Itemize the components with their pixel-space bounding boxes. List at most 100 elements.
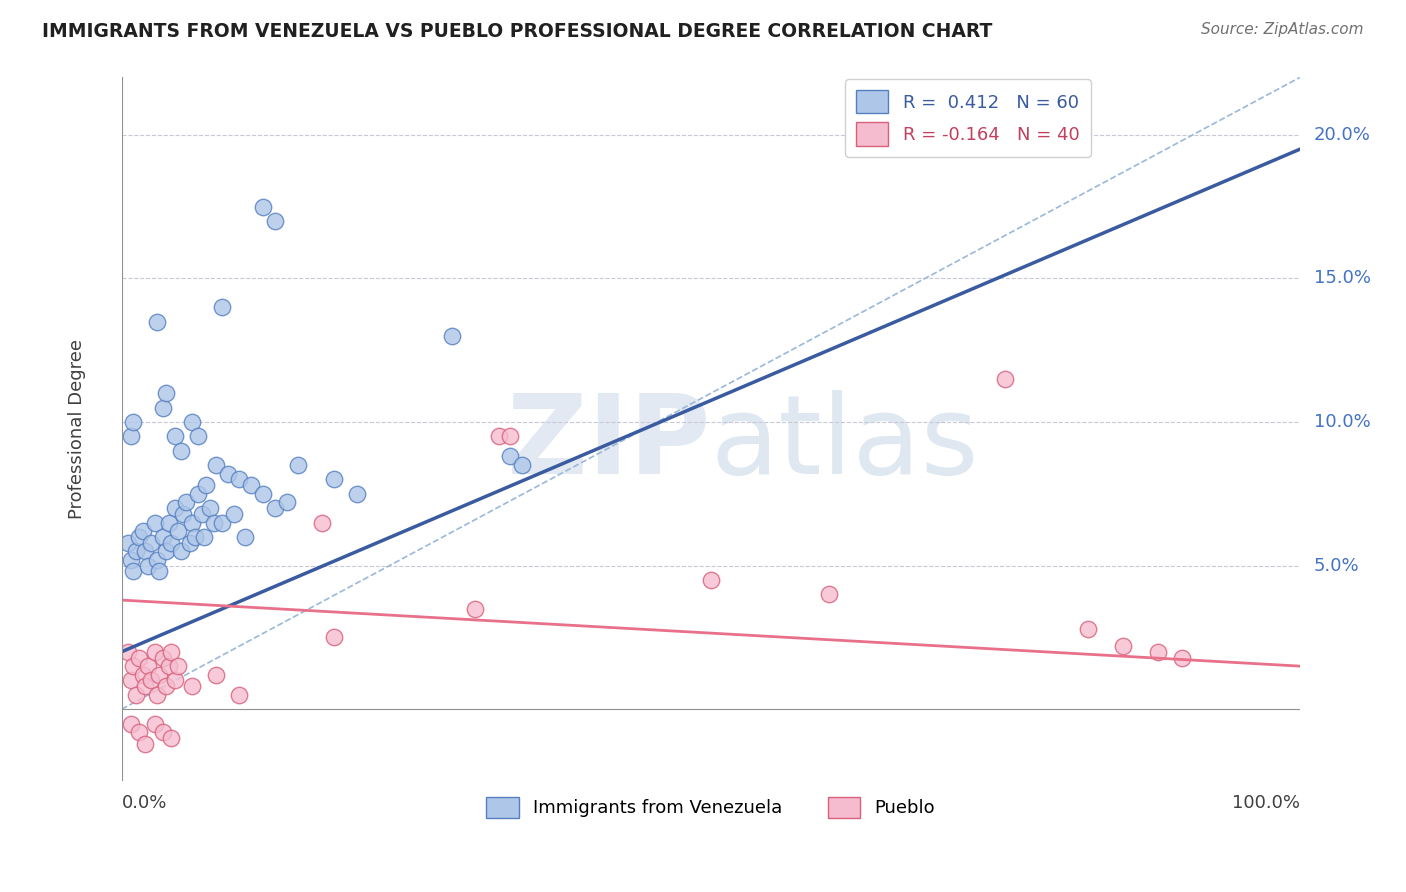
Point: [322, 631, 344, 645]
Point: [143, 716, 166, 731]
Point: [252, 200, 274, 214]
Point: [146, 314, 169, 328]
Point: [1077, 622, 1099, 636]
Point: [146, 553, 169, 567]
Point: [276, 495, 298, 509]
Point: [181, 415, 204, 429]
Point: [120, 673, 142, 688]
Point: [222, 507, 245, 521]
Point: [125, 688, 148, 702]
Point: [263, 214, 285, 228]
Point: [181, 679, 204, 693]
Point: [1147, 645, 1170, 659]
Point: [228, 473, 250, 487]
Point: [195, 478, 218, 492]
Point: [488, 429, 510, 443]
Text: 5.0%: 5.0%: [1315, 557, 1360, 574]
Point: [134, 737, 156, 751]
Point: [499, 429, 522, 443]
Point: [181, 516, 204, 530]
Point: [172, 507, 194, 521]
Point: [263, 501, 285, 516]
Point: [155, 679, 177, 693]
Point: [155, 544, 177, 558]
Point: [163, 673, 186, 688]
Point: [155, 386, 177, 401]
Point: [128, 530, 150, 544]
Text: atlas: atlas: [711, 390, 979, 497]
Text: Professional Degree: Professional Degree: [67, 339, 86, 519]
Point: [179, 535, 201, 549]
Point: [440, 329, 463, 343]
Point: [143, 645, 166, 659]
Point: [176, 495, 198, 509]
Point: [198, 501, 221, 516]
Point: [120, 716, 142, 731]
Point: [139, 673, 162, 688]
Point: [128, 650, 150, 665]
Point: [148, 565, 170, 579]
Text: 10.0%: 10.0%: [1315, 413, 1371, 431]
Point: [163, 429, 186, 443]
Point: [132, 524, 155, 538]
Point: [252, 487, 274, 501]
Legend: Immigrants from Venezuela, Pueblo: Immigrants from Venezuela, Pueblo: [479, 789, 942, 825]
Text: Source: ZipAtlas.com: Source: ZipAtlas.com: [1201, 22, 1364, 37]
Point: [464, 601, 486, 615]
Point: [163, 501, 186, 516]
Point: [125, 544, 148, 558]
Point: [117, 535, 139, 549]
Point: [311, 516, 333, 530]
Point: [152, 650, 174, 665]
Point: [169, 443, 191, 458]
Text: ZIP: ZIP: [508, 390, 711, 497]
Point: [322, 473, 344, 487]
Point: [205, 667, 228, 681]
Point: [235, 530, 257, 544]
Point: [287, 458, 309, 472]
Point: [120, 429, 142, 443]
Point: [160, 731, 183, 745]
Point: [510, 458, 533, 472]
Point: [191, 507, 214, 521]
Point: [160, 535, 183, 549]
Point: [169, 544, 191, 558]
Text: 0.0%: 0.0%: [122, 794, 167, 812]
Text: 20.0%: 20.0%: [1315, 126, 1371, 144]
Point: [148, 667, 170, 681]
Point: [187, 429, 209, 443]
Text: IMMIGRANTS FROM VENEZUELA VS PUEBLO PROFESSIONAL DEGREE CORRELATION CHART: IMMIGRANTS FROM VENEZUELA VS PUEBLO PROF…: [42, 22, 993, 41]
Point: [143, 516, 166, 530]
Point: [132, 667, 155, 681]
Point: [152, 401, 174, 415]
Point: [499, 450, 522, 464]
Point: [205, 458, 228, 472]
Text: 15.0%: 15.0%: [1315, 269, 1371, 287]
Point: [202, 516, 225, 530]
Point: [146, 688, 169, 702]
Point: [122, 565, 145, 579]
Point: [1171, 650, 1194, 665]
Point: [136, 558, 159, 573]
Point: [160, 645, 183, 659]
Point: [157, 516, 180, 530]
Point: [167, 524, 190, 538]
Point: [139, 535, 162, 549]
Point: [346, 487, 368, 501]
Text: 100.0%: 100.0%: [1232, 794, 1299, 812]
Point: [240, 478, 263, 492]
Point: [134, 544, 156, 558]
Point: [120, 553, 142, 567]
Point: [994, 372, 1017, 386]
Point: [817, 587, 839, 601]
Point: [700, 573, 723, 587]
Point: [211, 300, 233, 314]
Point: [117, 645, 139, 659]
Point: [122, 415, 145, 429]
Point: [167, 659, 190, 673]
Point: [122, 659, 145, 673]
Point: [228, 688, 250, 702]
Point: [152, 725, 174, 739]
Point: [128, 725, 150, 739]
Point: [211, 516, 233, 530]
